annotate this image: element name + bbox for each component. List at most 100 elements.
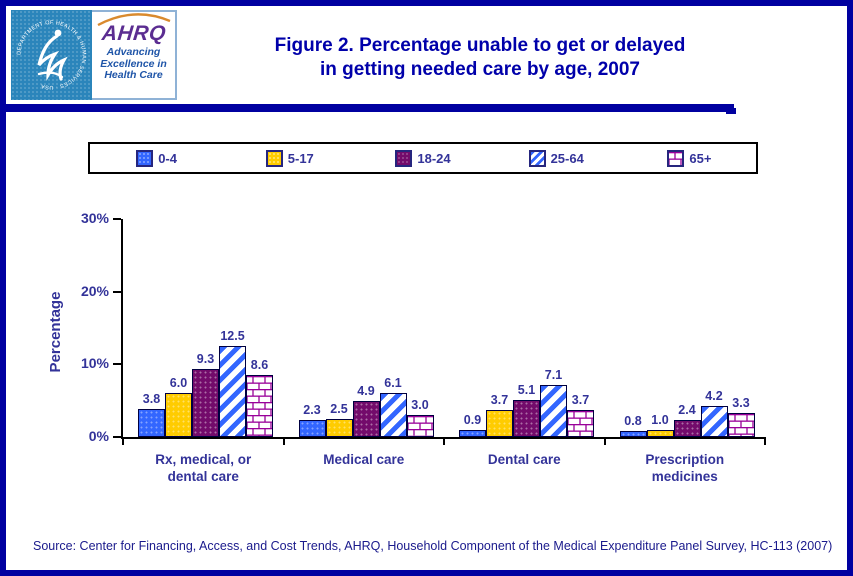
y-tick bbox=[113, 363, 121, 366]
legend-label: 5-17 bbox=[287, 150, 314, 166]
y-tick bbox=[113, 218, 121, 220]
legend-swatch-25-64 bbox=[528, 149, 546, 167]
brick-pattern-fill bbox=[407, 416, 433, 436]
brick-pattern-fill bbox=[728, 414, 754, 436]
bar-value-label: 9.3 bbox=[196, 352, 215, 367]
x-tick bbox=[122, 437, 124, 445]
bar-value-label: 8.6 bbox=[250, 357, 269, 372]
y-axis-title: Percentage bbox=[47, 291, 64, 373]
y-tick bbox=[113, 290, 121, 293]
bar-value-label: 7.1 bbox=[544, 368, 563, 383]
category-label-line: Medical care bbox=[323, 452, 405, 467]
x-tick bbox=[764, 437, 766, 445]
category-label-line: dental care bbox=[167, 469, 239, 484]
bar-value-label: 3.0 bbox=[411, 398, 429, 413]
bar-value-label: 3.3 bbox=[732, 396, 750, 411]
category-label: Dental care bbox=[444, 451, 605, 468]
ahrq-arc-icon bbox=[96, 13, 170, 26]
ahrq-wordmark: AHRQ Advancing Excellence in Health Care bbox=[92, 10, 177, 100]
hhs-seal: DEPARTMENT OF HEALTH & HUMAN SERVICES · … bbox=[11, 10, 92, 100]
bar-65+-dental-care bbox=[567, 410, 594, 437]
bar-18-24-rx-medical-or-dental-care bbox=[192, 369, 219, 437]
legend-swatch-18-24 bbox=[395, 149, 413, 167]
category-label-line: medicines bbox=[651, 469, 718, 484]
header-divider-end bbox=[726, 108, 736, 114]
legend-label: 25-64 bbox=[550, 150, 584, 166]
bar-25-64-prescription-medicines bbox=[700, 406, 728, 437]
figure-title: Figure 2. Percentage unable to get or de… bbox=[180, 34, 780, 82]
bar-value-label: 2.5 bbox=[330, 401, 348, 416]
legend-item-5-17: 5-17 bbox=[223, 149, 356, 167]
legend-item-18-24: 18-24 bbox=[356, 149, 489, 167]
bar-value-label: 6.1 bbox=[384, 375, 402, 390]
y-tick-label: 20% bbox=[80, 282, 109, 299]
header-divider bbox=[0, 104, 734, 112]
bar-18-24-medical-care bbox=[352, 401, 380, 437]
bar-value-label: 5.1 bbox=[517, 382, 536, 397]
bar-value-label: 3.8 bbox=[142, 392, 161, 407]
bar-value-label: 3.7 bbox=[571, 393, 590, 408]
bar-0-4-medical-care bbox=[298, 420, 326, 437]
y-axis-line bbox=[121, 219, 123, 439]
bar-value-label: 6.0 bbox=[169, 376, 188, 391]
brick-pattern-fill bbox=[247, 375, 272, 436]
bar-25-64-rx-medical-or-dental-care bbox=[219, 346, 246, 437]
brick-pattern-fill bbox=[669, 151, 683, 165]
tagline-line: Excellence in bbox=[100, 57, 167, 70]
legend-item-25-64: 25-64 bbox=[490, 149, 623, 167]
legend-label: 18-24 bbox=[417, 150, 451, 166]
category-label-line: Rx, medical, or bbox=[155, 452, 252, 467]
bar-18-24-prescription-medicines bbox=[673, 419, 701, 437]
bar-5-17-medical-care bbox=[325, 418, 353, 437]
tagline-line: Health Care bbox=[104, 69, 163, 81]
category-label: Medical care bbox=[284, 451, 445, 468]
bar-value-label: 4.2 bbox=[705, 389, 723, 404]
bar-value-label: 0.8 bbox=[624, 414, 642, 429]
y-tick bbox=[113, 436, 121, 438]
bar-5-17-rx-medical-or-dental-care bbox=[165, 393, 192, 437]
bar-value-label: 1.0 bbox=[651, 412, 669, 427]
ahrq-acronym: AHRQ bbox=[100, 22, 167, 45]
category-label-line: Dental care bbox=[487, 452, 561, 467]
bar-18-24-dental-care bbox=[513, 399, 540, 437]
tagline-line: Advancing bbox=[106, 46, 161, 58]
legend-label: 65+ bbox=[689, 150, 712, 166]
bar-value-label: 2.4 bbox=[678, 402, 696, 417]
bar-0-4-rx-medical-or-dental-care bbox=[138, 409, 165, 437]
bar-value-label: 4.9 bbox=[357, 384, 375, 399]
bar-0-4-dental-care bbox=[459, 430, 486, 437]
bar-65+-medical-care bbox=[406, 415, 434, 437]
x-tick bbox=[283, 437, 285, 445]
legend-item-65plus: 65+ bbox=[623, 149, 756, 167]
bar-5-17-dental-care bbox=[486, 410, 513, 437]
bar-5-17-prescription-medicines bbox=[646, 429, 674, 437]
x-tick bbox=[443, 437, 445, 445]
ahrq-tagline: Advancing Excellence in Health Care bbox=[100, 46, 167, 82]
legend-label: 0-4 bbox=[158, 150, 177, 166]
bar-value-label: 3.7 bbox=[490, 393, 509, 408]
bar-value-label: 0.9 bbox=[463, 413, 482, 428]
bar-65+-rx-medical-or-dental-care bbox=[246, 374, 273, 437]
legend-item-0-4: 0-4 bbox=[90, 149, 223, 167]
bar-value-label: 2.3 bbox=[303, 403, 321, 418]
legend-swatch-5-17 bbox=[265, 149, 283, 167]
bar-65+-prescription-medicines bbox=[727, 413, 755, 437]
bar-25-64-dental-care bbox=[540, 385, 567, 437]
bar-value-label: 12.5 bbox=[220, 329, 245, 344]
hhs-eagle-icon: DEPARTMENT OF HEALTH & HUMAN SERVICES · … bbox=[16, 20, 86, 90]
source-note: Source: Center for Financing, Access, an… bbox=[33, 539, 833, 553]
x-tick bbox=[604, 437, 606, 445]
category-label: Prescription medicines bbox=[605, 451, 766, 485]
brick-pattern-fill bbox=[568, 411, 593, 436]
y-tick-label: 30% bbox=[80, 210, 109, 226]
chart-legend: 0-4 5-17 18-24 25-64 65+ bbox=[88, 142, 758, 174]
y-tick-label: 10% bbox=[80, 355, 109, 372]
y-tick-label: 0% bbox=[88, 428, 109, 444]
legend-swatch-0-4 bbox=[136, 149, 154, 167]
figure-title-line1: Figure 2. Percentage unable to get or de… bbox=[274, 35, 686, 56]
figure-title-line2: in getting needed care by age, 2007 bbox=[320, 59, 640, 80]
bar-25-64-medical-care bbox=[379, 392, 407, 437]
category-label: Rx, medical, or dental care bbox=[123, 451, 284, 485]
bar-0-4-prescription-medicines bbox=[619, 431, 647, 437]
